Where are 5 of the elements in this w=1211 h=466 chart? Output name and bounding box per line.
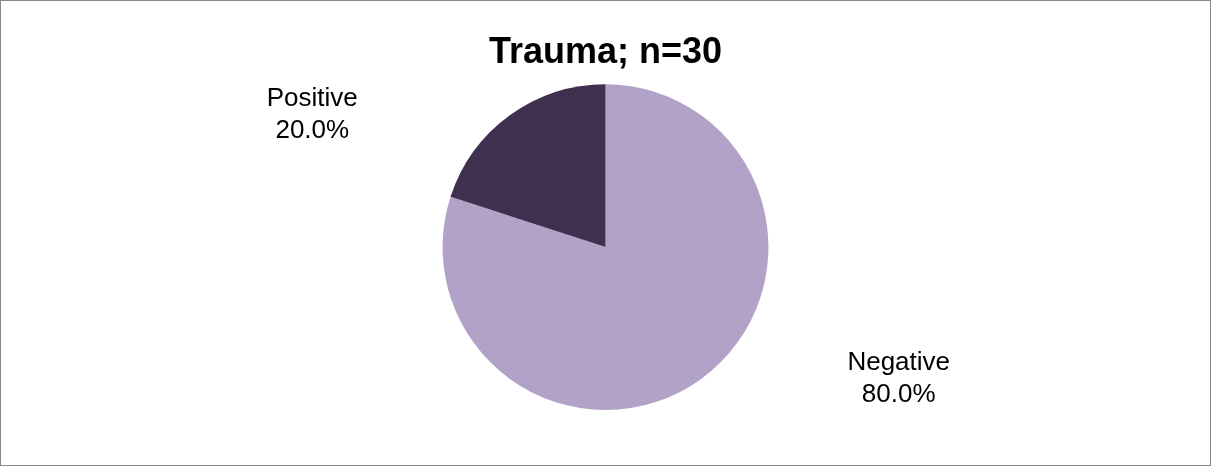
slice-label: Positive xyxy=(266,82,358,113)
data-label: 80.0% xyxy=(861,378,936,409)
slice-label: Negative xyxy=(847,346,951,377)
data-label: 20.0% xyxy=(275,114,350,145)
chart-title: Trauma; n=30 xyxy=(488,29,723,71)
